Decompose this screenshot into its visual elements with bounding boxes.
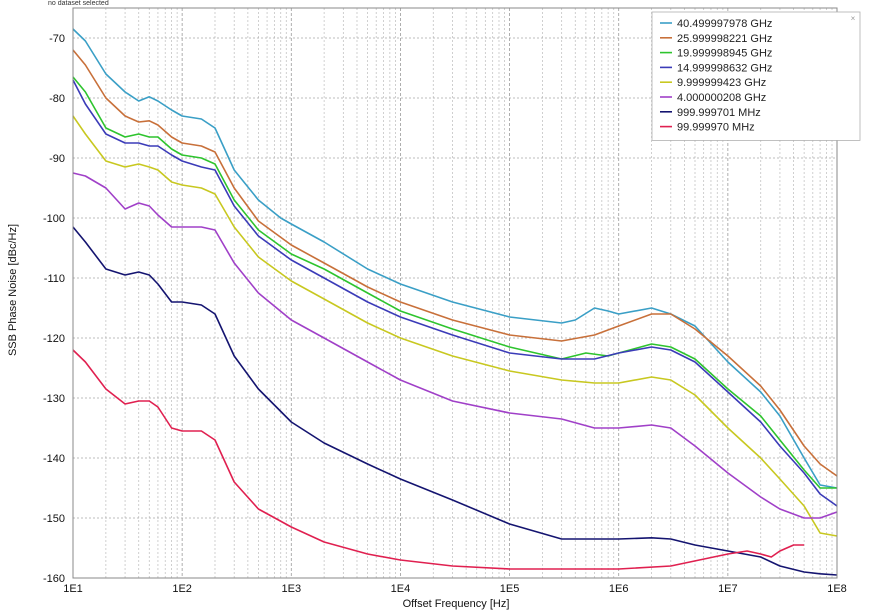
- legend-entry: 4.000000208 GHz: [677, 92, 766, 104]
- y-tick-label: -70: [49, 33, 65, 45]
- y-tick-label: -80: [49, 93, 65, 105]
- x-tick-label: 1E7: [718, 583, 738, 595]
- y-tick-label: -160: [43, 573, 65, 585]
- series-line: [72, 49, 838, 477]
- x-tick-label: 1E6: [609, 583, 629, 595]
- y-tick-label: -100: [43, 213, 65, 225]
- series-line: [72, 115, 838, 537]
- series-line: [72, 79, 838, 507]
- y-tick-label: -150: [43, 513, 65, 525]
- series-lines: [72, 28, 838, 576]
- legend: × 40.499997978 GHz 25.999998221 GHz 19.9999…: [651, 11, 861, 141]
- y-tick-label: -130: [43, 393, 65, 405]
- x-tick-label: 1E2: [172, 583, 192, 595]
- legend-entry: 25.999998221 GHz: [677, 33, 772, 45]
- legend-entry: 9.999999423 GHz: [677, 77, 766, 89]
- x-tick-label: 1E4: [391, 583, 411, 595]
- plot-frame: [72, 7, 838, 579]
- series-line: [72, 226, 838, 576]
- x-axis-label: Offset Frequency [Hz]: [403, 598, 510, 610]
- legend-entry: 14.999998632 GHz: [677, 62, 772, 74]
- x-tick-label: 1E1: [63, 583, 83, 595]
- legend-entry: 40.499997978 GHz: [677, 18, 772, 30]
- legend-entry: 999.999701 MHz: [677, 107, 761, 119]
- y-tick-labels: -70 -80 -90 -100 -110 -120 -130 -140 -150 -160: [43, 33, 65, 585]
- series-line: [72, 349, 805, 570]
- legend-box: [651, 11, 861, 141]
- y-tick-label: -140: [43, 453, 65, 465]
- y-tick-label: -110: [44, 273, 65, 285]
- legend-entry: 19.999998945 GHz: [677, 48, 772, 60]
- x-tick-label: 1E8: [827, 583, 847, 595]
- series-line: [72, 76, 837, 489]
- status-text: no dataset selected: [48, 0, 109, 7]
- x-tick-labels: 1E1 1E2 1E3 1E4 1E5 1E6 1E7 1E8: [63, 583, 847, 595]
- x-tick-label: 1E5: [500, 583, 520, 595]
- y-tick-label: -120: [43, 333, 65, 345]
- y-tick-label: -90: [49, 153, 65, 165]
- y-axis-label: SSB Phase Noise [dBc/Hz]: [7, 224, 19, 356]
- series-line: [72, 172, 838, 519]
- series-line: [72, 28, 838, 489]
- legend-close-icon: ×: [851, 14, 856, 23]
- x-tick-label: 1E3: [281, 583, 301, 595]
- legend-entry: 99.999970 MHz: [677, 122, 755, 134]
